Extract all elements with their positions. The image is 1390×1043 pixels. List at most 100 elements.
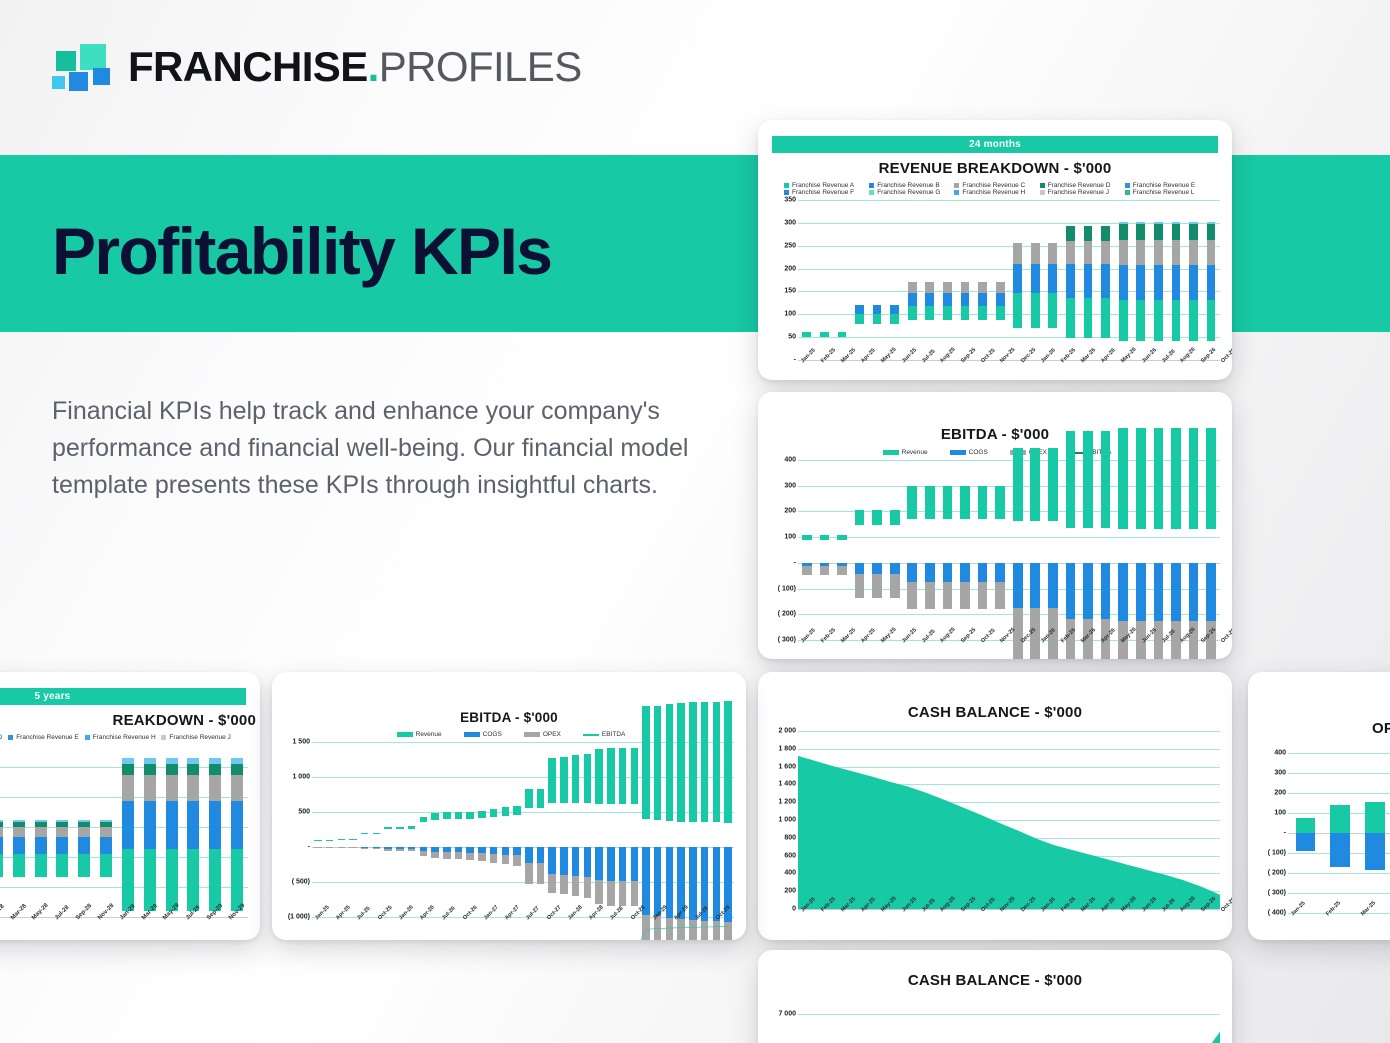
bar-segment xyxy=(571,875,580,897)
bar-segment xyxy=(942,486,953,519)
bar-stack-positive xyxy=(1100,431,1111,563)
bar-segment xyxy=(143,849,156,912)
grid-line xyxy=(1288,893,1390,894)
bar-segment xyxy=(489,808,498,817)
bar-segment xyxy=(100,822,113,827)
bar-column xyxy=(371,742,383,917)
bar-segment xyxy=(396,827,404,830)
bar-segment xyxy=(56,854,69,877)
legend-label: Franchise Revenue D xyxy=(1047,182,1111,189)
bar-column xyxy=(710,701,722,940)
legend-label: EBITDA xyxy=(601,731,626,738)
bar-stack-negative xyxy=(1030,562,1041,659)
brand-logo: FRANCHISE.PROFILES xyxy=(50,43,582,91)
bar-stack-negative xyxy=(1330,833,1350,867)
bar-segment xyxy=(712,701,721,823)
logo-dot: . xyxy=(367,43,380,90)
bar-column xyxy=(851,460,869,640)
bar-segment xyxy=(1153,299,1163,342)
bar-segment xyxy=(1118,621,1129,659)
card-revenue-breakdown-24m[interactable]: 24 months REVENUE BREAKDOWN - $'000 Fran… xyxy=(758,120,1232,380)
bar-segment xyxy=(1012,448,1023,522)
bar-segment xyxy=(443,847,451,853)
bar-segment xyxy=(872,562,882,575)
bar-stack-positive xyxy=(665,704,674,847)
chart-title-cash-24m: CASH BALANCE - $'000 xyxy=(907,704,1083,721)
bar-stack-negative xyxy=(700,847,709,940)
bar-segment xyxy=(618,881,627,906)
bar-segment xyxy=(396,848,404,851)
grid-lines xyxy=(798,460,1220,641)
card-cash-balance-24m[interactable]: CASH BALANCE - $'000 0 200 400 600 800 1 000 1… xyxy=(758,672,1232,940)
legend-swatch xyxy=(1039,183,1045,188)
bar-column xyxy=(1079,200,1097,360)
bar-segment xyxy=(1153,264,1163,300)
legend-label: Franchise Revenue J xyxy=(169,734,231,741)
bar-segment xyxy=(478,853,486,861)
bar-segment xyxy=(872,314,882,324)
card-opex-24m[interactable]: OPE ( 400) ( 300) ( 200) ( 100) - 100 200 300 40… xyxy=(1248,672,1390,940)
y-axis: - 50 100 150 200 250 300 350 xyxy=(768,197,798,364)
bar-segment xyxy=(34,836,47,855)
bar-segment xyxy=(384,848,392,851)
y-tick-label: ( 200) xyxy=(1267,869,1286,877)
bar-stack-positive xyxy=(712,701,721,847)
bar-stack xyxy=(925,282,935,360)
bar-stack-negative xyxy=(396,847,404,872)
bar-segment xyxy=(1206,221,1216,224)
bar-stack-negative xyxy=(571,847,580,940)
bar-segment xyxy=(837,535,847,540)
bar-stack-negative xyxy=(689,847,697,940)
bar-segment xyxy=(384,847,392,849)
bar-segment xyxy=(977,581,988,610)
bar-column xyxy=(1288,753,1323,913)
bar-segment xyxy=(1153,221,1163,224)
bar-stack-negative xyxy=(443,847,451,892)
bar-segment xyxy=(907,581,918,610)
bar-segment xyxy=(100,854,113,877)
bar-segment xyxy=(209,763,222,776)
bar-segment xyxy=(0,836,3,855)
ebitda-line-5y xyxy=(312,742,734,940)
y-tick-label: 250 xyxy=(784,242,796,250)
bar-column xyxy=(226,752,248,917)
bar-segment xyxy=(525,863,533,885)
bar-column xyxy=(628,742,640,917)
grid-line xyxy=(798,766,1220,768)
bar-stack-positive xyxy=(700,701,709,847)
bar-segment xyxy=(618,847,627,881)
bar-stack xyxy=(995,282,1005,360)
y-tick-label: (1 000) xyxy=(287,913,310,921)
bar-stack xyxy=(1101,226,1110,360)
bar-column xyxy=(1185,427,1203,659)
chart-title-revenue-24m: REVENUE BREAKDOWN - $'000 xyxy=(878,160,1112,177)
legend-item: Franchise Revenue F xyxy=(784,189,869,196)
bar-segment xyxy=(1153,223,1163,241)
bar-segment xyxy=(209,758,222,764)
bar-segment xyxy=(677,847,685,920)
bar-segment xyxy=(396,847,404,849)
bar-column xyxy=(1044,200,1062,360)
grid-line xyxy=(312,847,734,848)
bar-segment xyxy=(978,282,987,294)
bar-stack-positive xyxy=(443,812,451,847)
legend-swatch xyxy=(161,735,167,740)
bar-segment xyxy=(1100,431,1111,528)
card-ebitda-5y[interactable]: EBITDA - $'000 Revenue COGS OPEX EBITDA (1 … xyxy=(272,672,746,940)
y-tick-label: 400 xyxy=(784,869,796,877)
card-band-5-years: 5 years xyxy=(0,688,246,705)
bar-stack-negative xyxy=(1171,562,1181,659)
bar-segment xyxy=(583,847,592,877)
legend-label: COGS xyxy=(968,449,988,456)
card-revenue-breakdown-5y[interactable]: 5 years REAKDOWN - $'000 Franchise Reven… xyxy=(0,672,260,940)
bar-stack-negative xyxy=(513,847,521,904)
y-axis: 0 200 400 600 800 1 000 1 200 1 400 1 600 1 800 2 … xyxy=(768,728,798,913)
bar-stack-negative xyxy=(431,847,439,891)
legend-swatch xyxy=(582,733,599,736)
y-tick-label: 300 xyxy=(784,219,796,227)
bar-segment xyxy=(689,847,697,920)
bar-segment xyxy=(443,812,451,819)
